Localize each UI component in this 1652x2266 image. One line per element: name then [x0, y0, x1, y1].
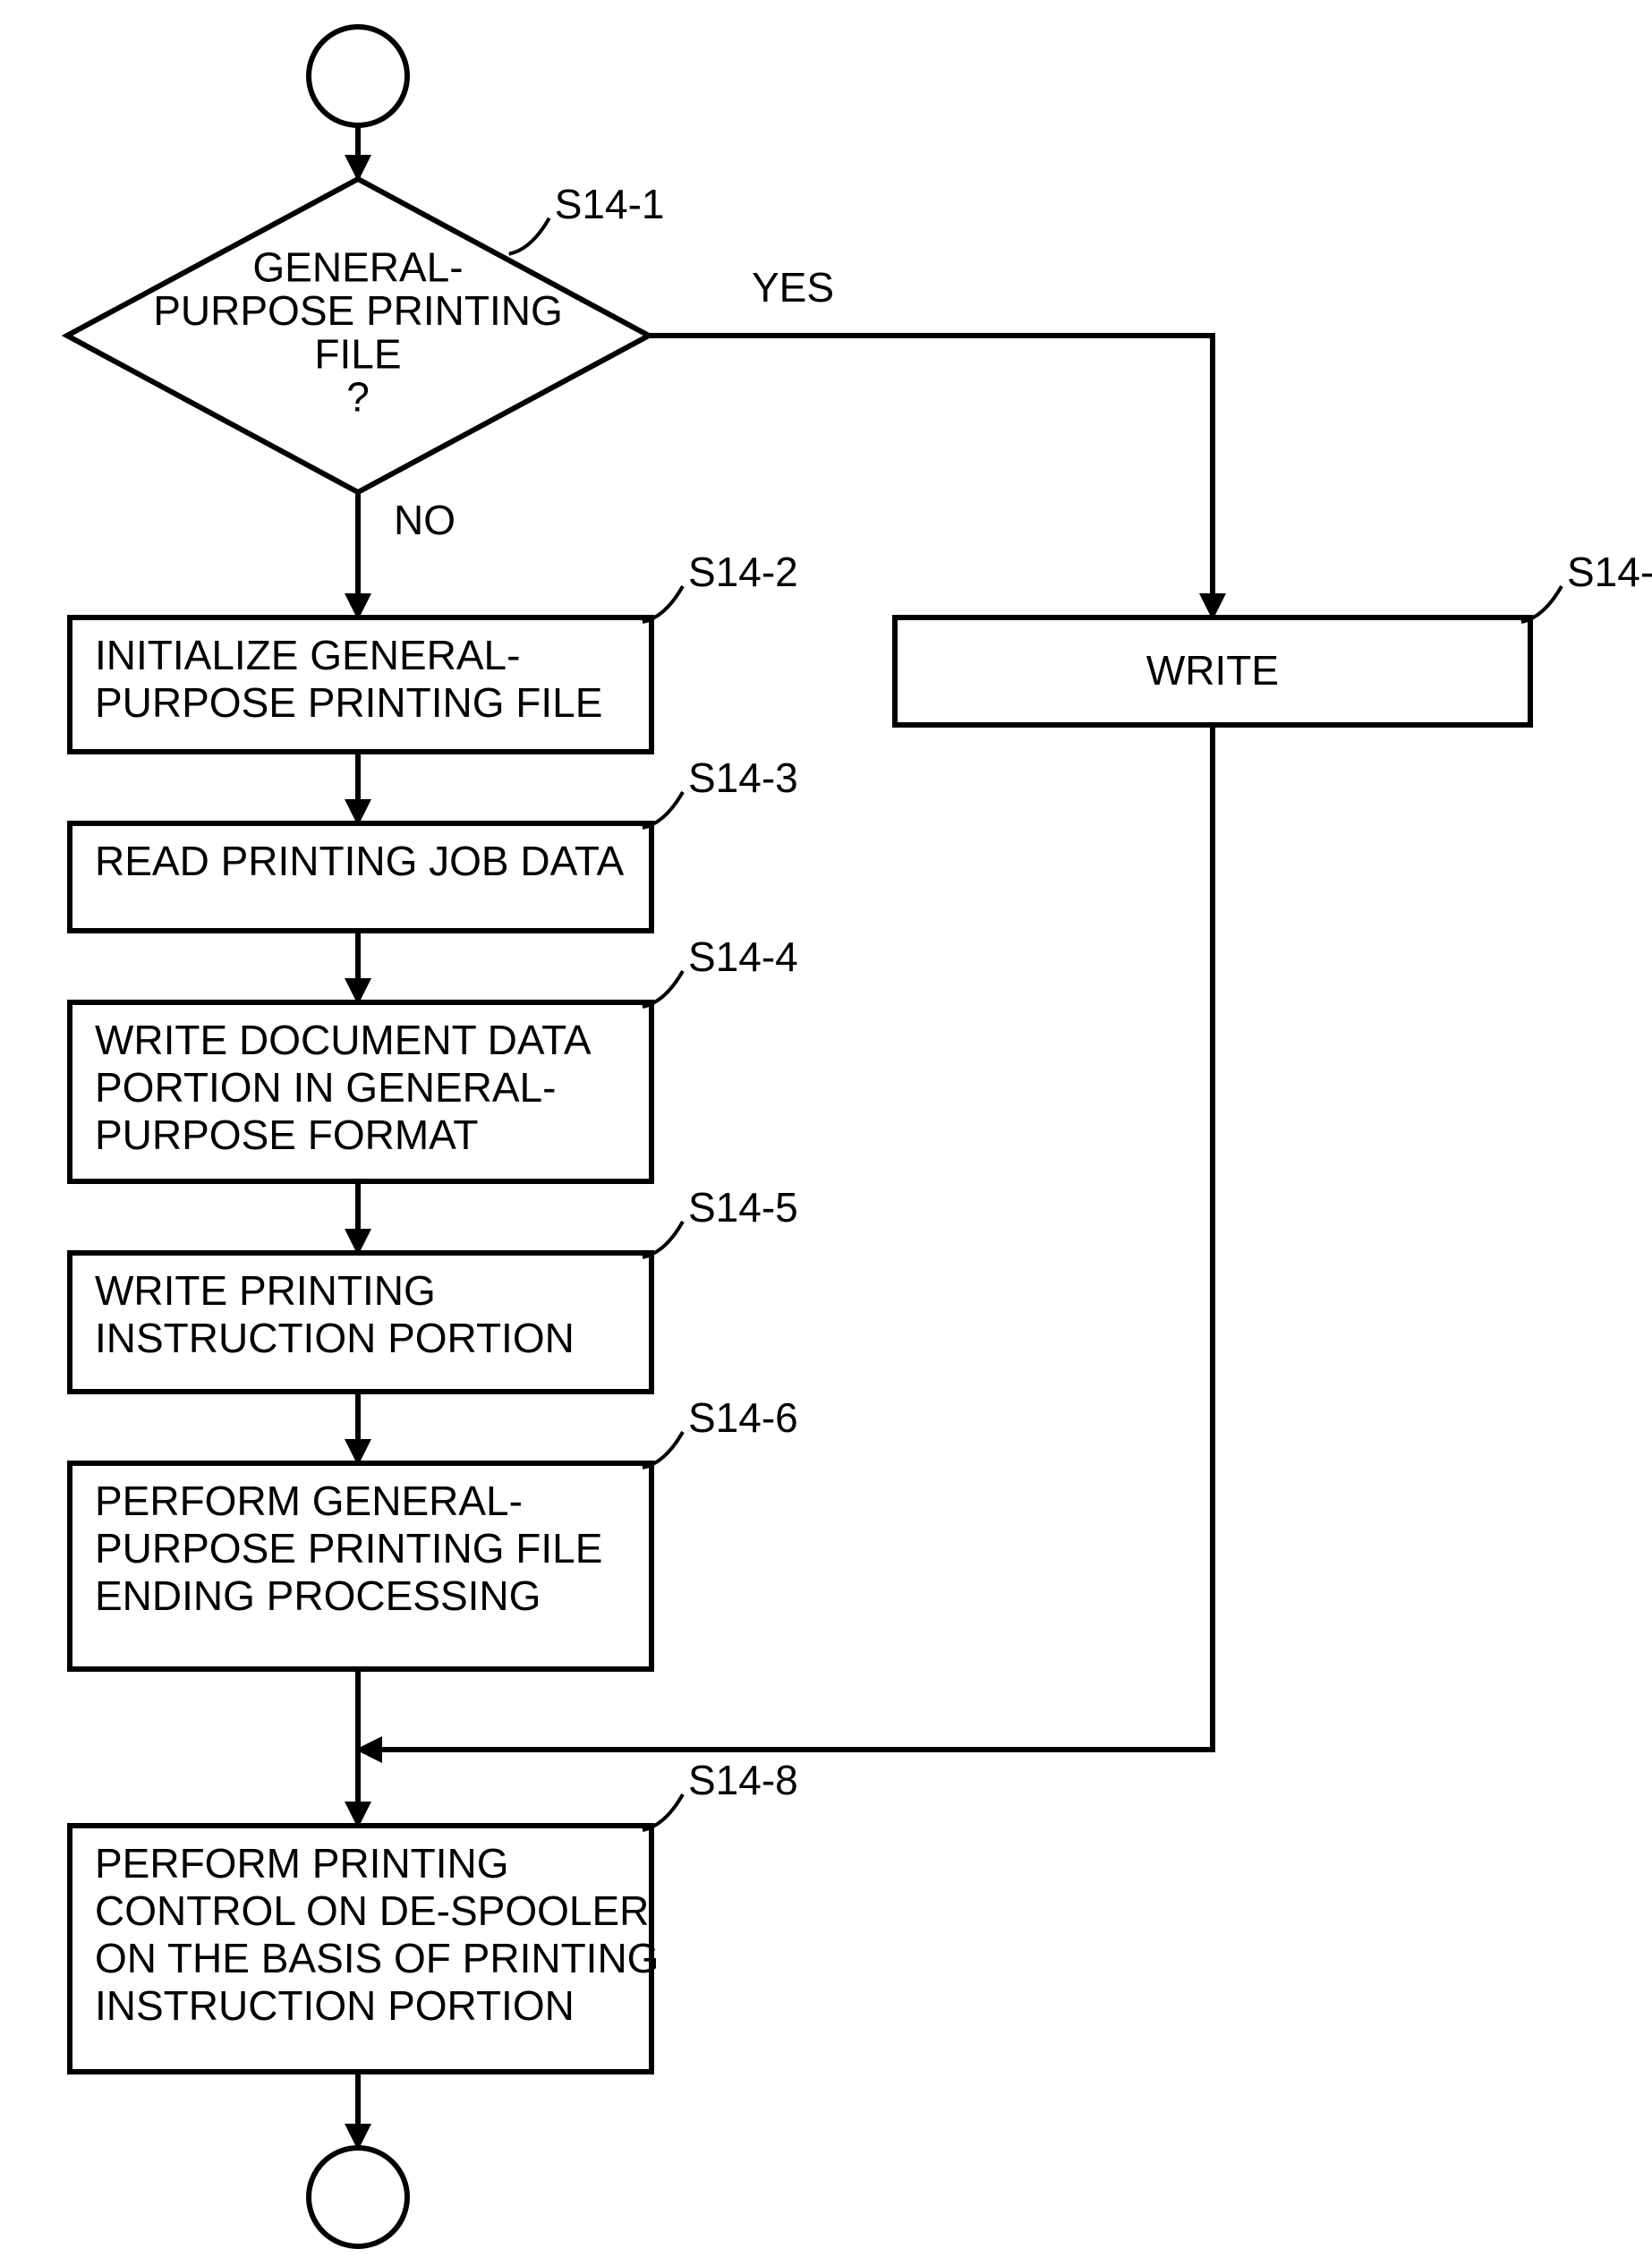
decision-s14-1-label: S14-1 — [555, 181, 665, 227]
box-s14-8-line-0: PERFORM PRINTING — [95, 1840, 509, 1887]
svg-text:PURPOSE PRINTING: PURPOSE PRINTING — [153, 287, 563, 334]
box-s14-3-label: S14-3 — [688, 754, 798, 801]
box-s14-3: READ PRINTING JOB DATA — [70, 823, 651, 931]
svg-text:GENERAL-: GENERAL- — [252, 244, 463, 291]
box-s14-4-line-0: WRITE DOCUMENT DATA — [95, 1017, 592, 1063]
box-s14-6-label: S14-6 — [688, 1394, 798, 1441]
box-s14-5-line-1: INSTRUCTION PORTION — [95, 1315, 575, 1361]
box-s14-4-line-2: PURPOSE FORMAT — [95, 1112, 479, 1158]
box-s14-6-line-2: ENDING PROCESSING — [95, 1572, 541, 1619]
box-s14-4-label: S14-4 — [688, 933, 798, 980]
terminal-end — [309, 2148, 407, 2246]
box-s14-7: WRITE — [895, 618, 1530, 725]
box-s14-6: PERFORM GENERAL-PURPOSE PRINTING FILEEND… — [70, 1463, 651, 1669]
box-s14-4-line-1: PORTION IN GENERAL- — [95, 1064, 556, 1111]
box-s14-6-line-1: PURPOSE PRINTING FILE — [95, 1525, 602, 1572]
box-s14-3-line-0: READ PRINTING JOB DATA — [95, 838, 625, 884]
box-s14-8-line-2: ON THE BASIS OF PRINTING — [95, 1935, 659, 1981]
box-s14-7-label: S14-7 — [1567, 549, 1652, 595]
box-s14-2: INITIALIZE GENERAL-PURPOSE PRINTING FILE — [70, 618, 651, 752]
box-s14-2-label: S14-2 — [688, 549, 798, 595]
box-s14-5-label: S14-5 — [688, 1184, 798, 1231]
svg-text:FILE: FILE — [314, 330, 401, 377]
box-s14-5-line-0: WRITE PRINTING — [95, 1267, 436, 1314]
box-s14-7-line-0: WRITE — [1146, 647, 1279, 694]
box-s14-2-line-0: INITIALIZE GENERAL- — [95, 632, 520, 678]
decision-yes-label: YES — [752, 264, 834, 311]
box-s14-5: WRITE PRINTINGINSTRUCTION PORTION — [70, 1253, 651, 1392]
box-s14-8-label: S14-8 — [688, 1757, 798, 1803]
box-s14-8-line-1: CONTROL ON DE-SPOOLER — [95, 1887, 649, 1934]
svg-text:?: ? — [346, 374, 370, 421]
decision-no-label: NO — [394, 497, 456, 543]
box-s14-2-line-1: PURPOSE PRINTING FILE — [95, 679, 602, 726]
box-s14-4: WRITE DOCUMENT DATAPORTION IN GENERAL-PU… — [70, 1002, 651, 1181]
box-s14-8: PERFORM PRINTINGCONTROL ON DE-SPOOLERON … — [70, 1826, 659, 2072]
box-s14-6-line-0: PERFORM GENERAL- — [95, 1478, 523, 1524]
box-s14-8-line-3: INSTRUCTION PORTION — [95, 1982, 575, 2029]
terminal-start — [309, 27, 407, 125]
